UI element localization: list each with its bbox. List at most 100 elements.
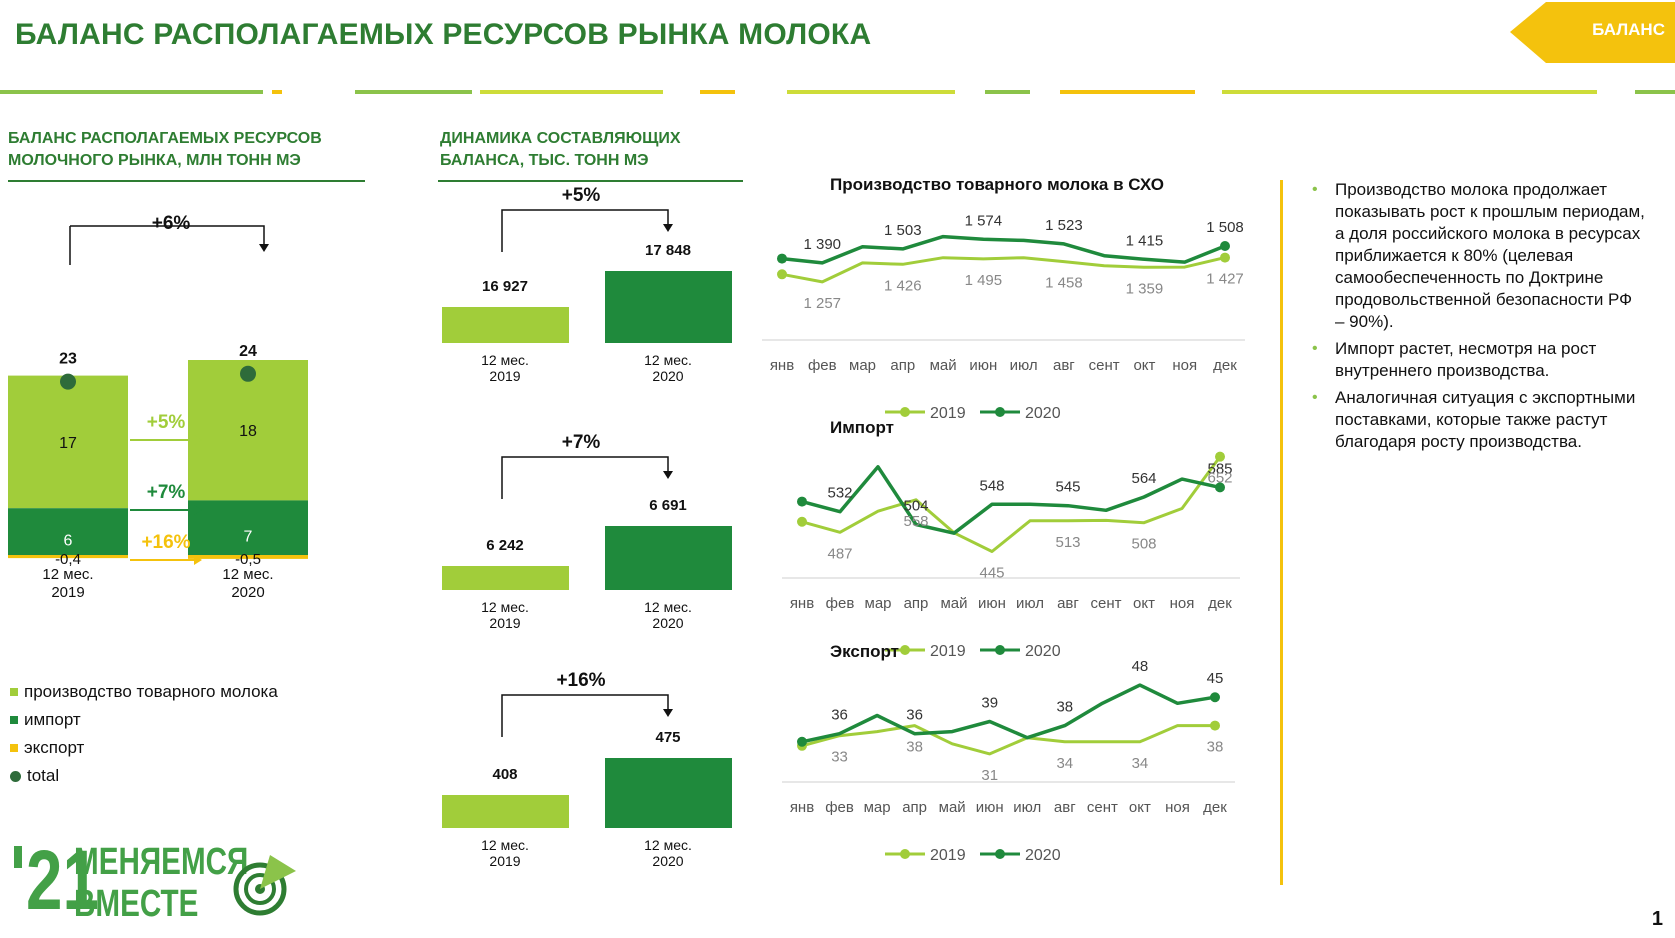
bar-value-label: 6 691 (649, 497, 687, 514)
data-label-2020: 38 (1056, 699, 1073, 716)
data-label-2020: 504 (903, 498, 928, 515)
data-label-2020: 1 390 (803, 236, 841, 253)
growth-arrowhead (663, 709, 673, 717)
category-label-line1: 12 мес. (481, 837, 529, 853)
data-label-2020: 1 574 (965, 212, 1003, 229)
legend-import: импорт (10, 706, 278, 734)
bar-production (188, 360, 308, 501)
bar-value-label: 16 927 (482, 278, 528, 295)
legend-total-swatch (10, 770, 21, 782)
x-tick-label: июн (969, 357, 997, 374)
category-label-line2: 2019 (51, 584, 84, 601)
data-label-2020: 1 503 (884, 222, 922, 239)
header-stripe (0, 90, 1675, 94)
data-label-2020: 545 (1055, 479, 1080, 496)
legend-production-swatch (10, 688, 18, 696)
logo-year: 21 (26, 833, 99, 927)
growth-production-label: +5% (147, 412, 186, 433)
growth-bracket (501, 209, 669, 252)
left-section-title: БАЛАНС РАСПОЛАГАЕМЫХ РЕСУРСОВ МОЛОЧНОГО … (8, 128, 322, 172)
legend-total-label: total (27, 766, 60, 785)
growth-arrowhead (259, 244, 269, 252)
series-2020-line (801, 683, 1216, 744)
middle-section-title: ДИНАМИКА СОСТАВЛЯЮЩИХ БАЛАНСА, ТЫС. ТОНН… (440, 128, 681, 172)
growth-label: +7% (562, 432, 601, 453)
growth-bracket (501, 456, 669, 499)
data-label-2019: 38 (906, 739, 923, 756)
data-label-2019: 513 (1055, 534, 1080, 551)
series-point (1220, 241, 1230, 251)
middle-title-line2: БАЛАНСА, ТЫС. ТОНН МЭ (440, 152, 649, 169)
series-2020-line (781, 234, 1226, 265)
legend-2020-marker (995, 645, 1005, 655)
growth-total-label: +6% (152, 213, 191, 234)
bullet-item: Производство молока продолжает показыват… (1310, 179, 1645, 333)
category-label-line1: 12 мес. (644, 599, 692, 615)
legend-2019-label: 2019 (930, 643, 966, 660)
bar-production (8, 375, 128, 509)
legend-2020-marker (995, 407, 1005, 417)
data-label-2019: 34 (1056, 755, 1073, 772)
x-tick-label: мар (849, 357, 876, 374)
legend-2020-marker (995, 849, 1005, 859)
x-tick-label: авг (1057, 595, 1079, 612)
x-tick-label: июн (976, 799, 1004, 816)
production-value-label: 17 (59, 435, 77, 452)
data-label-2020: 548 (979, 477, 1004, 494)
legend-export-swatch (10, 744, 18, 752)
x-tick-label: фев (825, 799, 854, 816)
data-label-2019: 1 495 (965, 272, 1003, 289)
production-value-label: 18 (239, 423, 257, 440)
series-2020-line (801, 465, 1221, 535)
data-label-2019: 1 359 (1126, 280, 1164, 297)
data-label-2019: 34 (1132, 755, 1149, 772)
growth-arrowhead (663, 224, 673, 232)
legend-import-swatch (10, 716, 18, 724)
x-tick-label: апр (902, 799, 927, 816)
bar-2019 (442, 795, 569, 828)
x-tick-label: май (930, 357, 957, 374)
data-label-2019: 31 (981, 767, 998, 784)
x-tick-label: мар (865, 595, 892, 612)
line-chart: Импорт янв фев мар апр май июн июл авг сент окт ноя… (782, 418, 1240, 660)
line-chart-title: Производство товарного молока в СХО (830, 175, 1164, 194)
connector-arrowhead (194, 435, 202, 445)
growth-arrowhead (663, 471, 673, 479)
series-point (1215, 451, 1225, 462)
series-point (797, 496, 807, 507)
x-tick-label: апр (904, 595, 929, 612)
bullet-item: Импорт растет, несмотря на рост внутренн… (1310, 338, 1645, 382)
data-label-2019: 1 427 (1206, 271, 1244, 288)
data-label-2020: 36 (831, 707, 848, 724)
bar-value-label: 6 242 (486, 537, 524, 554)
x-tick-label: фев (826, 595, 855, 612)
bar-value-label: 17 848 (645, 242, 691, 259)
left-title-underline (8, 180, 365, 182)
export-value-label: -0,4 (55, 551, 81, 568)
legend-2019-label: 2019 (930, 405, 966, 422)
x-tick-label: май (940, 595, 967, 612)
x-tick-label: окт (1133, 357, 1155, 374)
category-label-line2: 2020 (652, 615, 683, 631)
total-value-label: 24 (239, 343, 257, 360)
growth-label: +5% (562, 185, 601, 206)
line-chart-title: Экспорт (830, 642, 899, 661)
legend-export: экспорт (10, 734, 278, 762)
x-tick-label: авг (1054, 799, 1076, 816)
data-label-2019: 1 257 (803, 295, 841, 312)
series-point (797, 736, 807, 747)
x-tick-label: ноя (1165, 799, 1190, 816)
page-title: БАЛАНС РАСПОЛАГАЕМЫХ РЕСУРСОВ РЫНКА МОЛО… (15, 18, 872, 51)
legend-production-label: производство товарного молока (24, 682, 278, 701)
legend-2019-marker (900, 849, 910, 859)
logo-line2: ВМЕСТЕ (74, 883, 199, 925)
bar-2019 (442, 566, 569, 590)
data-label-2020: 1 508 (1206, 219, 1244, 236)
bar-2020 (605, 271, 732, 343)
legend-total: total (10, 762, 278, 790)
category-label-line2: 2020 (652, 853, 683, 869)
category-label-line1: 12 мес. (42, 566, 93, 583)
